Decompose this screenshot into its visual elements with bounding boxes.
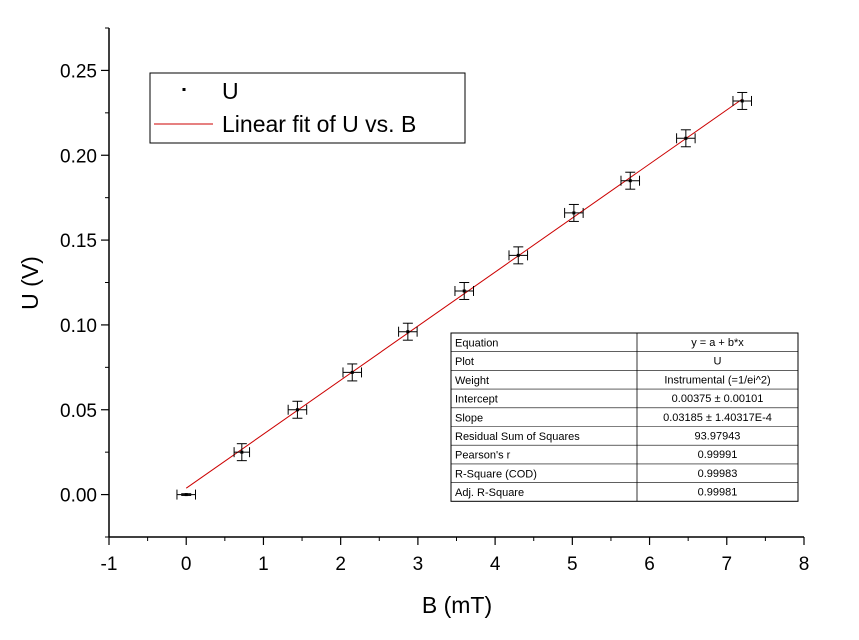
data-point (508, 246, 529, 265)
fit-stats-table: Equation y = a + b*x Plot U Weight Instrument… (450, 332, 799, 502)
stats-label: Slope (455, 412, 483, 424)
y-axis: 0.00 0.05 0.10 0.15 0.20 0.25 (60, 27, 109, 538)
data-marker (684, 136, 688, 140)
stats-value: 93.97943 (695, 431, 741, 443)
data-marker (406, 330, 410, 334)
y-tick-label: 0.15 (60, 231, 97, 252)
data-point (676, 129, 696, 148)
x-tick-label: 5 (567, 554, 578, 575)
stats-label: Weight (455, 375, 489, 387)
stats-label: Adj. R-Square (455, 487, 524, 499)
stats-label: Pearson's r (455, 450, 511, 462)
x-tick-label: 1 (258, 554, 269, 575)
x-tick-label: 2 (335, 554, 346, 575)
data-marker (628, 179, 632, 183)
stats-value: 0.99991 (698, 449, 738, 461)
stats-value: Instrumental (=1/ei^2) (664, 374, 770, 386)
stats-value: U (714, 356, 722, 368)
data-point (398, 322, 418, 341)
y-axis-title: U (V) (17, 256, 43, 310)
data-marker (462, 289, 466, 293)
x-tick-label: -1 (101, 554, 118, 575)
data-marker (184, 493, 188, 497)
series-layer (176, 91, 752, 500)
data-marker (240, 450, 244, 454)
legend-box (149, 72, 466, 144)
x-axis-title: B (mT) (422, 592, 492, 618)
x-tick-label: 8 (799, 554, 810, 575)
stats-value: 0.03185 ± 1.40317E-4 (663, 412, 772, 424)
legend-marker-u (182, 88, 186, 91)
data-marker (295, 408, 299, 412)
y-tick-label: 0.10 (60, 316, 97, 337)
data-point (620, 171, 641, 190)
stats-label: Intercept (455, 394, 498, 406)
stats-table-border (450, 332, 799, 502)
data-point (564, 203, 584, 222)
y-tick-label: 0.25 (60, 61, 97, 82)
data-marker (350, 370, 354, 374)
data-marker (740, 99, 744, 103)
data-marker (516, 253, 520, 257)
legend-label-fit: Linear fit of U vs. B (222, 111, 416, 137)
stats-label: Plot (455, 356, 474, 368)
stats-label: Equation (455, 338, 498, 350)
x-axis: -1 0 1 2 3 4 5 6 7 8 (101, 537, 810, 575)
data-point (176, 489, 196, 500)
y-tick-label: 0.05 (60, 401, 97, 422)
data-point (732, 91, 752, 110)
legend-label-u: U (222, 78, 239, 104)
stats-label: R-Square (COD) (455, 468, 537, 480)
stats-value: 0.99981 (698, 487, 738, 499)
data-point (454, 282, 474, 300)
y-tick-label: 0.00 (60, 486, 97, 507)
x-tick-label: 6 (644, 554, 655, 575)
data-point (233, 443, 251, 462)
stats-label: Residual Sum of Squares (455, 431, 580, 443)
data-point (342, 363, 363, 382)
stats-value: 0.99983 (698, 468, 738, 480)
data-marker (572, 211, 576, 215)
legend: U Linear fit of U vs. B (149, 72, 466, 144)
x-tick-label: 7 (721, 554, 732, 575)
x-tick-label: 0 (181, 554, 192, 575)
stats-value: 0.00375 ± 0.00101 (672, 393, 764, 405)
x-tick-label: 4 (490, 554, 501, 575)
stats-value: y = a + b*x (691, 337, 744, 349)
x-tick-label: 3 (413, 554, 424, 575)
y-tick-label: 0.20 (60, 146, 97, 167)
data-point (287, 400, 308, 419)
